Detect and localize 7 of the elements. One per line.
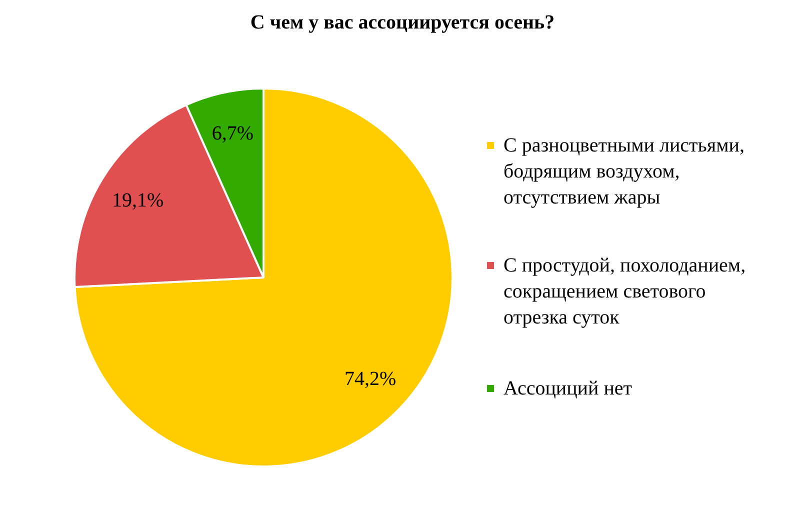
data-label: 74,2%: [344, 368, 396, 390]
legend-label: Ассоциций нет: [504, 378, 632, 400]
data-label: 6,7%: [212, 122, 254, 144]
chart-title: С чем у вас ассоциируется осень?: [250, 12, 555, 34]
legend-label: С простудой, похолоданием, сокращением светового отрезка суток: [504, 254, 746, 328]
legend-label: С разноцветными листьями, бодрящим воздухом, отсутствием жары: [504, 134, 744, 208]
data-label: 19,1%: [112, 189, 164, 212]
